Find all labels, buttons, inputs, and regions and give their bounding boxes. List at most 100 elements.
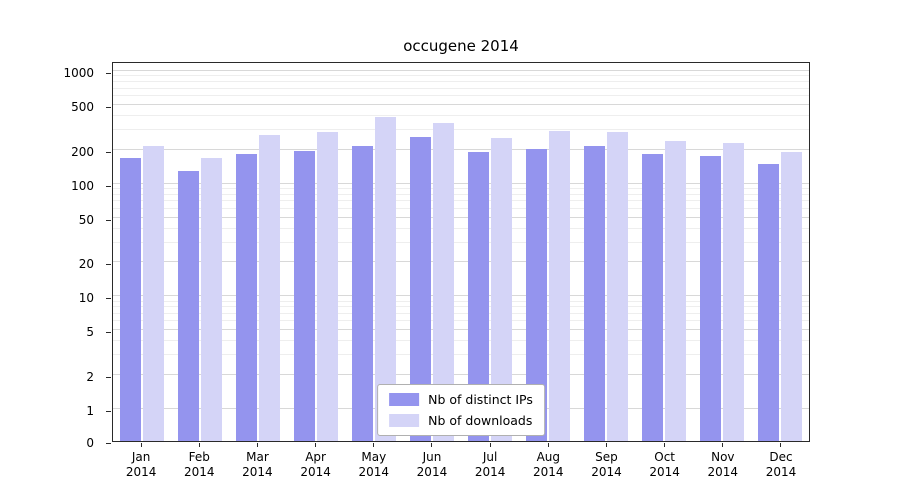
- gridline-minor: [113, 354, 809, 356]
- x-tick-mark: [519, 443, 577, 448]
- gridline-major: [113, 374, 809, 376]
- legend-label-downloads: Nb of downloads: [428, 413, 533, 428]
- bar-group-dec: [751, 63, 809, 441]
- x-tick-label-aug: Aug 2014: [533, 450, 564, 479]
- x-tick-mark: [577, 443, 635, 448]
- bar-group-sep: [577, 63, 635, 441]
- bar-downloads-aug: [549, 130, 570, 441]
- bar-distinct-ips-oct: [642, 153, 663, 441]
- bar-downloads-jun: [433, 123, 454, 441]
- y-tick-label: 200: [71, 144, 94, 159]
- x-tick-mark: [694, 443, 752, 448]
- bars: [113, 63, 809, 441]
- x-tick-label-dec: Dec 2014: [765, 450, 797, 479]
- gridline-minor: [113, 114, 809, 116]
- y-tick-label: 100: [71, 178, 94, 193]
- gridlines: [113, 63, 809, 441]
- bar-distinct-ips-sep: [584, 146, 605, 441]
- bar-distinct-ips-aug: [526, 148, 547, 441]
- bar-distinct-ips-nov: [700, 156, 721, 441]
- y-tick-mark: [106, 443, 111, 444]
- bar-downloads-dec: [781, 152, 802, 441]
- gridline-minor: [113, 80, 809, 82]
- bar-distinct-ips-mar: [236, 153, 257, 441]
- x-tick-mark: [228, 443, 286, 448]
- x-tick-label-may: May 2014: [358, 450, 390, 479]
- y-tick-mark: [106, 377, 111, 379]
- bar-group-apr: [287, 63, 345, 441]
- y-tick-mark: [106, 264, 111, 266]
- legend: Nb of distinct IPs Nb of downloads: [377, 384, 545, 436]
- bar-distinct-ips-dec: [758, 163, 779, 441]
- y-tick-label: 10: [78, 291, 94, 306]
- gridline-major: [113, 182, 809, 184]
- bar-distinct-ips-may: [352, 146, 373, 441]
- x-tick-label-feb: Feb 2014: [183, 450, 215, 479]
- x-tick-marks: [112, 443, 810, 448]
- x-tick-label-mar: Mar 2014: [242, 450, 273, 479]
- legend-row-downloads: Nb of downloads: [389, 413, 533, 428]
- x-tick-mark: [170, 443, 228, 448]
- gridline-major: [113, 70, 809, 71]
- gridline-major: [113, 261, 809, 263]
- gridline-minor: [113, 312, 809, 314]
- bar-distinct-ips-jun: [410, 136, 431, 441]
- x-tick-label-sep: Sep 2014: [591, 450, 622, 479]
- bar-group-jan: [113, 63, 171, 441]
- x-tick-mark: [112, 443, 170, 448]
- gridline-minor: [113, 87, 809, 89]
- gridline-minor: [113, 193, 809, 195]
- y-tick-mark: [106, 298, 111, 300]
- bar-downloads-jan: [143, 146, 164, 441]
- bar-distinct-ips-feb: [178, 170, 199, 441]
- y-tick-mark: [106, 185, 111, 187]
- x-tick-mark: [461, 443, 519, 448]
- bar-group-may: [345, 63, 403, 441]
- y-tick-label: 500: [71, 99, 94, 114]
- bar-distinct-ips-apr: [294, 151, 315, 441]
- x-tick-mark: [403, 443, 461, 448]
- x-tick-label-nov: Nov 2014: [707, 450, 739, 479]
- x-tick-label-jul: Jul 2014: [474, 450, 506, 479]
- legend-label-distinct-ips: Nb of distinct IPs: [428, 392, 533, 407]
- y-tick-mark: [106, 219, 111, 221]
- x-tick-label-apr: Apr 2014: [300, 450, 331, 479]
- bar-group-nov: [693, 63, 751, 441]
- bar-distinct-ips-jan: [120, 157, 141, 441]
- gridline-minor: [113, 207, 809, 209]
- x-tick-mark: [636, 443, 694, 448]
- bar-group-aug: [519, 63, 577, 441]
- bar-downloads-may: [375, 117, 396, 441]
- bar-downloads-jul: [491, 137, 512, 441]
- y-tick-label: 5: [86, 325, 94, 340]
- gridline-minor: [113, 340, 809, 342]
- chart-title: occugene 2014: [403, 37, 519, 55]
- x-tick-label-jun: Jun 2014: [416, 450, 448, 479]
- x-tick-label-jan: Jan 2014: [125, 450, 157, 479]
- y-tick-mark: [106, 73, 111, 74]
- gridline-major: [113, 216, 809, 218]
- y-tick-mark: [106, 411, 111, 412]
- bar-downloads-oct: [665, 140, 686, 441]
- bar-downloads-apr: [317, 132, 338, 441]
- y-tick-mark: [106, 332, 111, 334]
- y-tick-label: 50: [78, 212, 94, 227]
- bar-group-jun: [403, 63, 461, 441]
- bar-downloads-nov: [723, 142, 744, 441]
- bar-downloads-mar: [259, 135, 280, 441]
- gridline-minor: [113, 241, 809, 243]
- gridline-major: [113, 295, 809, 297]
- bar-group-jul: [461, 63, 519, 441]
- x-tick-mark: [345, 443, 403, 448]
- gridline-major: [113, 148, 809, 150]
- x-tick-mark: [752, 443, 810, 448]
- gridline-minor: [113, 75, 809, 77]
- gridline-minor: [113, 200, 809, 202]
- x-tick-mark: [287, 443, 345, 448]
- bar-group-oct: [635, 63, 693, 441]
- y-tick-label: 2: [86, 370, 94, 385]
- bar-downloads-sep: [607, 131, 628, 441]
- gridline-minor: [113, 306, 809, 308]
- legend-swatch-distinct-ips: [389, 393, 420, 406]
- y-tick-label: 1: [86, 404, 94, 418]
